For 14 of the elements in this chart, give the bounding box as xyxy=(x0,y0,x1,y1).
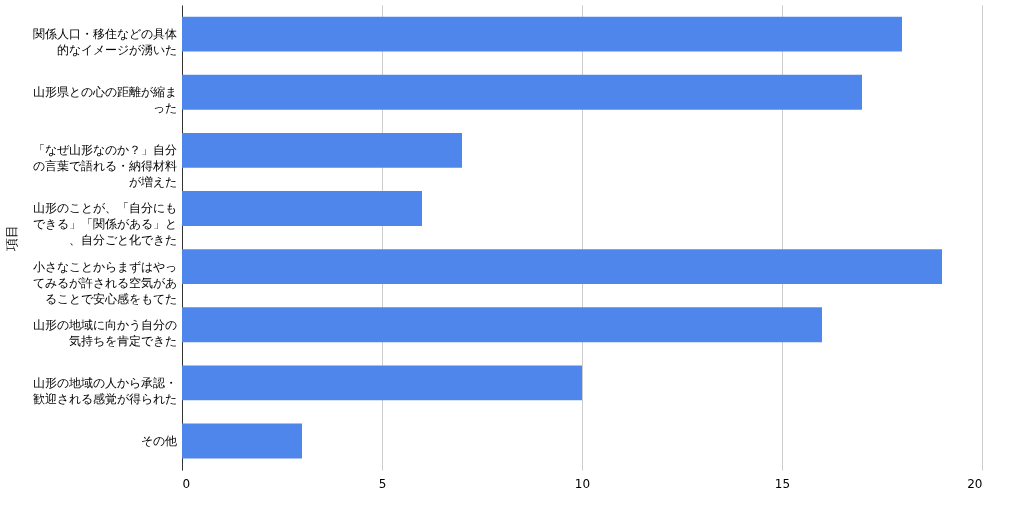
y-tick-label: 山形の地域の人から承認・歓迎される感覚が得られた xyxy=(32,375,177,406)
y-tick-label: 山形の地域に向かう自分の気持ちを肯定できた xyxy=(32,317,177,348)
x-tick-label: 0 xyxy=(182,476,191,491)
y-tick-label: その他 xyxy=(140,433,177,448)
y-tick-label: 関係人口・移住などの具体的なイメージが湧いた xyxy=(32,27,177,58)
x-tick-label: 10 xyxy=(574,476,591,491)
x-tick-label: 20 xyxy=(967,476,983,491)
y-tick-label: 「なぜ山形なのか？」自分の言葉で語れる・納得材料が増えた xyxy=(32,143,177,190)
x-tick-label: 15 xyxy=(774,476,791,491)
y-tick-label: 小さなことからまずはやってみるが許される空気があることで安心感をもてた xyxy=(32,259,177,306)
y-tick-label: 山形のことが、「自分にもできる」「関係がある」と、自分ごと化できた xyxy=(32,201,177,248)
y-axis-title: 項目 xyxy=(3,225,19,252)
y-tick-label: 山形県との心の距離が縮まった xyxy=(32,85,177,116)
x-tick-label: 5 xyxy=(378,476,387,491)
